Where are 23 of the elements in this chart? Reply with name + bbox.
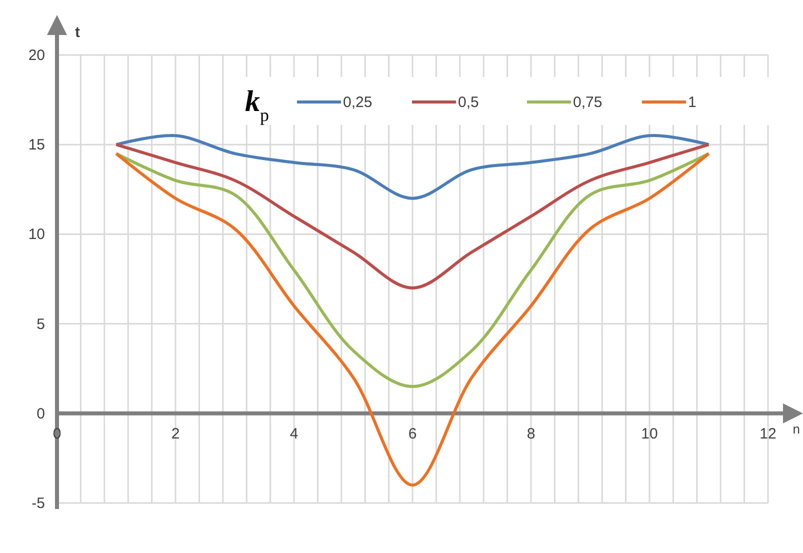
x-tick-label: 4 (290, 425, 298, 442)
line-series (114, 152, 710, 487)
y-axis-title: t (75, 24, 80, 41)
line-series (114, 152, 710, 388)
x-tick-label: 8 (526, 425, 536, 442)
y-tick-label: 15 (28, 136, 45, 154)
legend-label: 1 (688, 94, 696, 111)
x-axis-title: n (792, 421, 800, 436)
y-tick-label: 0 (36, 405, 45, 422)
x-tick-label: 6 (408, 425, 417, 442)
line-series (114, 143, 710, 290)
y-tick-label: 5 (36, 316, 45, 333)
y-tick-label: 10 (28, 226, 45, 244)
x-tick-label: 2 (171, 425, 180, 442)
y-tick-label: 20 (28, 47, 45, 64)
legend-label: 0,75 (573, 94, 602, 111)
legend-title: k$_{p}$ (245, 85, 269, 125)
legend-label: 0,5 (458, 94, 479, 111)
x-tick-label: 12 (760, 425, 776, 442)
y-tick-label: -5 (32, 495, 45, 512)
x-tick-label: 10 (641, 425, 658, 442)
legend-label: 0,25 (343, 94, 372, 111)
line-series (114, 134, 710, 200)
